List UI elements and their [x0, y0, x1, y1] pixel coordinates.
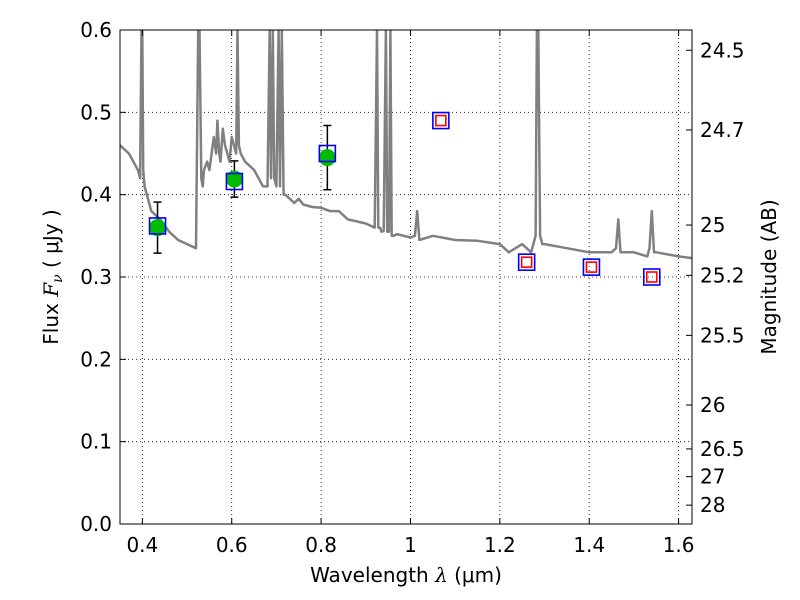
model-square: [432, 111, 450, 130]
plot-series: [120, 30, 692, 286]
observed-point: [318, 149, 336, 167]
x-tick-label: 0.8: [305, 533, 337, 557]
y2-tick-label: 25.5: [700, 323, 745, 347]
y-tick-label: 0.6: [80, 18, 112, 42]
x-tick-label: 1.6: [663, 533, 695, 557]
x-tick-label: 0.6: [216, 533, 248, 557]
y-tick-label: 0.1: [80, 430, 112, 454]
x-tick-label: 0.4: [126, 533, 158, 557]
y-tick-label: 0.3: [80, 265, 112, 289]
y-axis-title: Flux Fν ( μJy ): [39, 209, 66, 344]
predicted-square: [585, 261, 598, 273]
model-square: [318, 144, 337, 163]
y2-tick-label: 25.2: [700, 263, 745, 287]
y2-tick-label: 26: [700, 393, 725, 417]
predicted-square: [520, 256, 533, 268]
y-tick-label: 0.0: [80, 512, 112, 536]
plot-frame: [119, 29, 693, 525]
axis-ticks: 0.4 0.6 0.8 1 1.2 1.4 1.6 0.0 0.1 0.2 0.3 0.4 0.5 0.6…: [80, 18, 744, 557]
model-square: [148, 217, 167, 235]
y2-tick-label: 28: [700, 493, 725, 517]
predicted-square: [645, 271, 658, 283]
x-tick-label: 1.2: [484, 533, 516, 557]
y2-axis-title: Magnitude (AB): [757, 199, 781, 354]
y2-tick-label: 24.5: [700, 38, 745, 62]
sed-line: [120, 30, 692, 260]
x-tick-label: 1: [404, 533, 417, 557]
grid-lines: [120, 29, 692, 525]
x-axis-title: Wavelength λ (μm): [310, 563, 502, 587]
y-tick-label: 0.2: [80, 347, 112, 371]
model-square: [582, 258, 601, 276]
y-tick-label: 0.5: [80, 100, 112, 124]
y2-tick-label: 24.7: [700, 118, 745, 142]
y-tick-label: 0.4: [80, 183, 112, 207]
x-tick-label: 1.4: [573, 533, 605, 557]
y2-tick-label: 26.5: [700, 437, 745, 461]
predicted-square: [435, 114, 447, 127]
y2-tick-label: 25: [700, 213, 725, 237]
model-square: [225, 172, 244, 191]
model-square: [642, 268, 661, 286]
y2-tick-label: 27: [700, 465, 725, 489]
model-square: [517, 253, 536, 271]
